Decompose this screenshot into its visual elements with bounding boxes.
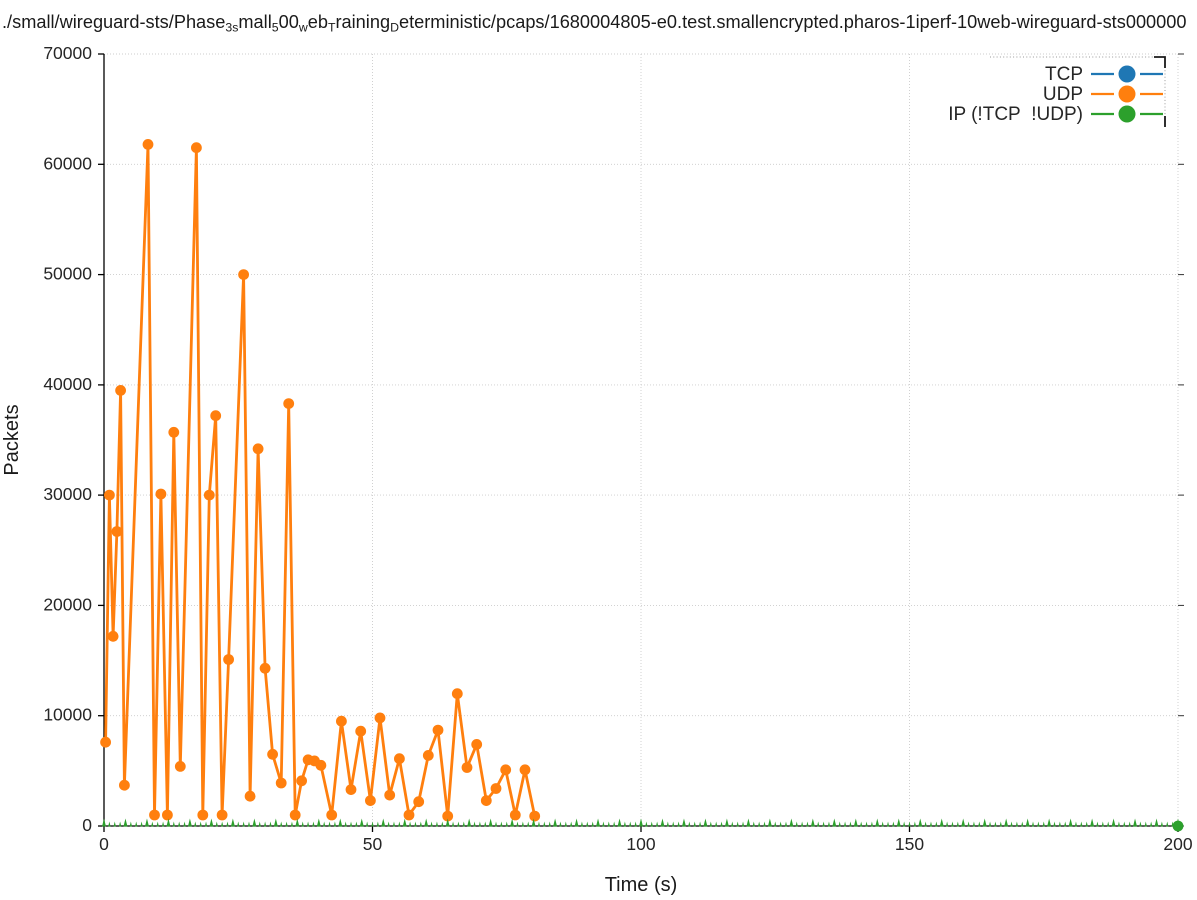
svg-text:50: 50 — [363, 834, 383, 854]
svg-text:50000: 50000 — [43, 264, 92, 284]
svg-text:60000: 60000 — [43, 153, 92, 173]
svg-text:10000: 10000 — [43, 705, 92, 725]
svg-text:20000: 20000 — [43, 594, 92, 614]
svg-text:TCP: TCP — [1045, 64, 1083, 85]
svg-text:40000: 40000 — [43, 374, 92, 394]
svg-text:0: 0 — [82, 815, 92, 835]
svg-text:0: 0 — [99, 834, 109, 854]
svg-text:70000: 70000 — [43, 43, 92, 63]
svg-text:100: 100 — [626, 834, 655, 854]
svg-text:UDP: UDP — [1043, 84, 1083, 105]
svg-text:200: 200 — [1163, 834, 1192, 854]
svg-text:IP (!TCP !UDP): IP (!TCP !UDP) — [948, 104, 1083, 125]
svg-text:150: 150 — [895, 834, 924, 854]
svg-text:Time (s): Time (s) — [605, 874, 678, 896]
svg-text:Packets: Packets — [1, 404, 23, 475]
svg-text:30000: 30000 — [43, 484, 92, 504]
